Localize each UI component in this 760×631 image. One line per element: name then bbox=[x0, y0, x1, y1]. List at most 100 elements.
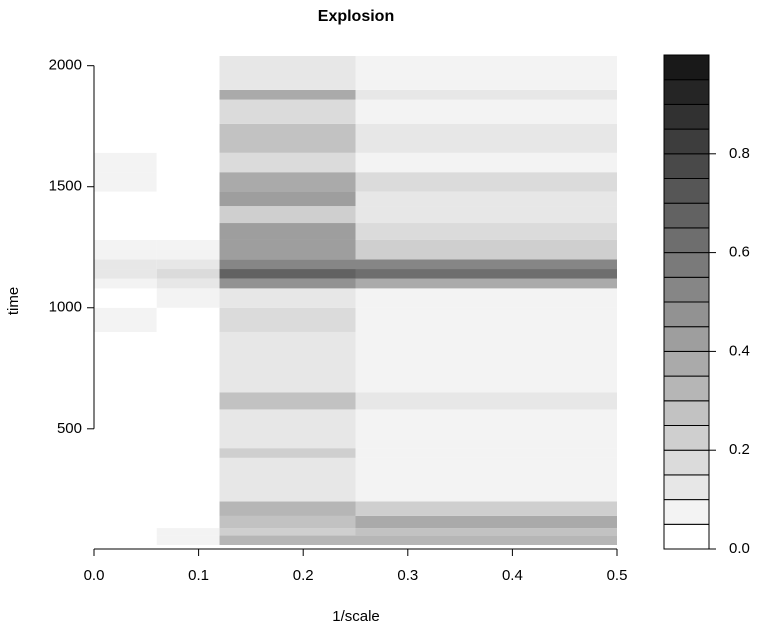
colorbar-tick-label: 0.6 bbox=[729, 244, 750, 261]
x-tick-label: 0.2 bbox=[293, 567, 314, 584]
heat-cell bbox=[94, 56, 157, 90]
heat-cell bbox=[156, 307, 220, 332]
heat-cell bbox=[355, 535, 617, 545]
heat-cell bbox=[156, 239, 220, 260]
heat-cell bbox=[94, 99, 157, 124]
heat-cell bbox=[156, 288, 220, 308]
heat-cell bbox=[156, 515, 220, 529]
heat-cell bbox=[219, 259, 356, 270]
x-tick-label: 0.0 bbox=[84, 567, 105, 584]
heat-cell bbox=[219, 392, 356, 410]
heat-cell bbox=[156, 152, 220, 173]
heat-cell bbox=[355, 152, 617, 173]
heat-cell bbox=[355, 56, 617, 90]
heat-cell bbox=[355, 99, 617, 124]
colorbar-bin bbox=[663, 449, 710, 476]
heat-cell bbox=[355, 278, 617, 289]
heat-cell bbox=[156, 457, 220, 502]
colorbar-bin bbox=[663, 350, 710, 377]
heat-cell bbox=[355, 457, 617, 502]
colorbar-bin bbox=[663, 400, 710, 426]
colorbar-bin bbox=[663, 425, 710, 451]
heat-cell bbox=[94, 331, 157, 393]
heat-cell bbox=[219, 123, 356, 153]
heat-cell bbox=[355, 259, 617, 270]
heat-cell bbox=[156, 172, 220, 192]
heat-cell bbox=[94, 288, 157, 308]
heat-cell bbox=[156, 269, 220, 279]
heat-cell bbox=[94, 448, 157, 458]
heat-cell bbox=[94, 223, 157, 240]
colorbar-bin bbox=[663, 153, 710, 180]
heat-cell bbox=[355, 191, 617, 207]
heat-cell bbox=[156, 535, 220, 545]
heat-cell bbox=[94, 89, 157, 100]
heat-cell bbox=[355, 331, 617, 393]
heat-cell bbox=[219, 515, 356, 529]
heat-cell bbox=[156, 259, 220, 270]
heat-cell bbox=[355, 392, 617, 410]
heat-cell bbox=[219, 206, 356, 224]
heat-cell bbox=[94, 501, 157, 516]
heat-cell bbox=[219, 331, 356, 393]
colorbar-bin bbox=[663, 79, 710, 105]
heat-cell bbox=[219, 152, 356, 173]
colorbar-bin bbox=[663, 128, 710, 155]
heat-cell bbox=[156, 191, 220, 207]
colorbar-bin bbox=[663, 499, 710, 525]
heat-cell bbox=[219, 223, 356, 240]
colorbar-bin bbox=[663, 301, 710, 328]
heat-cell bbox=[94, 535, 157, 545]
y-tick-label: 1000 bbox=[49, 299, 82, 316]
x-tick-label: 0.5 bbox=[607, 567, 628, 584]
heat-cell bbox=[219, 99, 356, 124]
heat-cell bbox=[156, 278, 220, 289]
colorbar-bin bbox=[663, 523, 710, 550]
heat-cell bbox=[156, 409, 220, 449]
heat-cell bbox=[219, 307, 356, 332]
heat-cell bbox=[219, 535, 356, 545]
heat-cell bbox=[355, 288, 617, 308]
heat-cell bbox=[156, 89, 220, 100]
heat-cell bbox=[94, 278, 157, 289]
heat-cell bbox=[219, 288, 356, 308]
chart-title: Explosion bbox=[318, 8, 394, 25]
colorbar-bin bbox=[663, 326, 710, 352]
heat-cell bbox=[219, 172, 356, 192]
heat-cell bbox=[355, 515, 617, 529]
heat-cell bbox=[156, 99, 220, 124]
colorbar-tick-label: 0.8 bbox=[729, 145, 750, 162]
heat-cell bbox=[156, 331, 220, 393]
colorbar-bin bbox=[663, 375, 710, 402]
heat-cell bbox=[219, 528, 356, 536]
heat-cell bbox=[94, 172, 157, 192]
heat-cell bbox=[94, 152, 157, 173]
heat-cell bbox=[94, 515, 157, 529]
y-tick-label: 500 bbox=[57, 420, 82, 437]
colorbar-bin bbox=[663, 178, 710, 204]
heat-cell bbox=[355, 123, 617, 153]
x-axis-label: 1/scale bbox=[332, 608, 380, 625]
colorbar-tick-label: 0.4 bbox=[729, 342, 750, 359]
heat-cell bbox=[156, 448, 220, 458]
x-tick-label: 0.1 bbox=[188, 567, 209, 584]
heat-cell bbox=[94, 457, 157, 502]
heat-cell bbox=[355, 223, 617, 240]
heat-cell bbox=[94, 269, 157, 279]
heat-cell bbox=[219, 56, 356, 90]
heat-cell bbox=[94, 206, 157, 224]
y-tick-label: 2000 bbox=[49, 57, 82, 74]
heat-cell bbox=[94, 123, 157, 153]
heat-cell bbox=[355, 501, 617, 516]
colorbar-bin bbox=[663, 474, 710, 501]
heat-cell bbox=[219, 191, 356, 207]
colorbar-bin bbox=[663, 54, 710, 81]
heat-cell bbox=[156, 206, 220, 224]
heat-cell bbox=[355, 528, 617, 536]
heat-cell bbox=[219, 278, 356, 289]
heat-cell bbox=[355, 206, 617, 224]
heat-cell bbox=[219, 89, 356, 100]
heat-cell bbox=[219, 448, 356, 458]
